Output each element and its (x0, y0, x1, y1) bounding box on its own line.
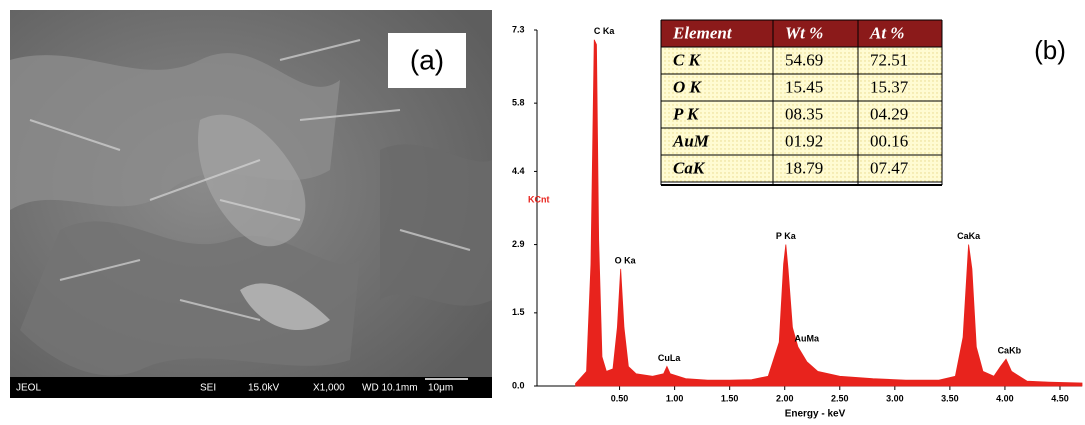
table-cell: 15.45 (785, 77, 823, 96)
x-tick-label: 3.00 (886, 393, 904, 403)
panel-label: (a) (410, 44, 444, 75)
x-tick-label: 1.00 (666, 393, 684, 403)
x-tick-label: 4.00 (996, 393, 1014, 403)
table-cell: 01.92 (785, 131, 823, 150)
x-tick-label: 0.50 (611, 393, 629, 403)
table-cell: P K (672, 104, 700, 123)
table-cell: 72.51 (870, 50, 908, 69)
page: (a) JEOL SEI 15.0kV X1,000 WD 10.1mm 10μm KCn… (0, 0, 1085, 420)
info-text: 10μm (428, 383, 453, 394)
table-cell: 15.37 (870, 77, 909, 96)
table-cell: 08.35 (785, 104, 823, 123)
info-text: 15.0kV (248, 383, 279, 394)
table-header: Element (672, 23, 733, 42)
x-tick-label: 2.00 (776, 393, 794, 403)
x-tick-label: 2.50 (831, 393, 849, 403)
y-tick-label: 5.8 (512, 98, 525, 108)
y-tick-label: 0.0 (512, 380, 525, 390)
table: Element Wt % At % C K 54.69 72.51 O K 15.45 15.3… (661, 20, 942, 185)
peak-label: CaKa (957, 231, 981, 241)
x-tick-label: 4.50 (1051, 393, 1069, 403)
table-cell: 18.79 (785, 158, 823, 177)
info-text: JEOL (16, 383, 41, 394)
table-cell: O K (673, 77, 703, 96)
panel-label: (b) (1034, 35, 1066, 65)
table-cell: 54.69 (785, 50, 823, 69)
table-header: At % (869, 23, 904, 42)
table-cell: 07.47 (870, 158, 909, 177)
peak-label: CaKb (998, 346, 1022, 356)
table-cell: C K (673, 50, 702, 69)
table-header: Wt % (785, 23, 823, 42)
y-axis-label: KCnt (528, 194, 550, 204)
table-cell: AuM (672, 131, 710, 150)
sem-image: (a) JEOL SEI 15.0kV X1,000 WD 10.1mm 10μm (10, 10, 492, 398)
peak-label: CuLa (658, 353, 681, 363)
peak-label: O Ka (615, 255, 637, 265)
y-tick-label: 4.4 (512, 166, 525, 176)
x-tick-label: 1.50 (721, 393, 739, 403)
y-tick-label: 1.5 (512, 307, 525, 317)
peak-label: P Ka (776, 231, 797, 241)
figure: (a) JEOL SEI 15.0kV X1,000 WD 10.1mm 10μm KCn… (0, 0, 1085, 420)
table-cell: 00.16 (870, 131, 908, 150)
table-cell: 04.29 (870, 104, 908, 123)
info-text: X1,000 (313, 383, 345, 394)
x-axis-label: Energy - keV (785, 409, 846, 420)
info-text: WD 10.1mm (362, 383, 418, 394)
peak-label: C Ka (594, 26, 615, 36)
x-tick-label: 3.50 (941, 393, 959, 403)
peak-label: AuMa (794, 333, 819, 343)
y-tick-label: 7.3 (512, 24, 525, 34)
info-text: SEI (200, 383, 216, 394)
table-cell: CaK (673, 158, 706, 177)
y-tick-label: 2.9 (512, 239, 525, 249)
